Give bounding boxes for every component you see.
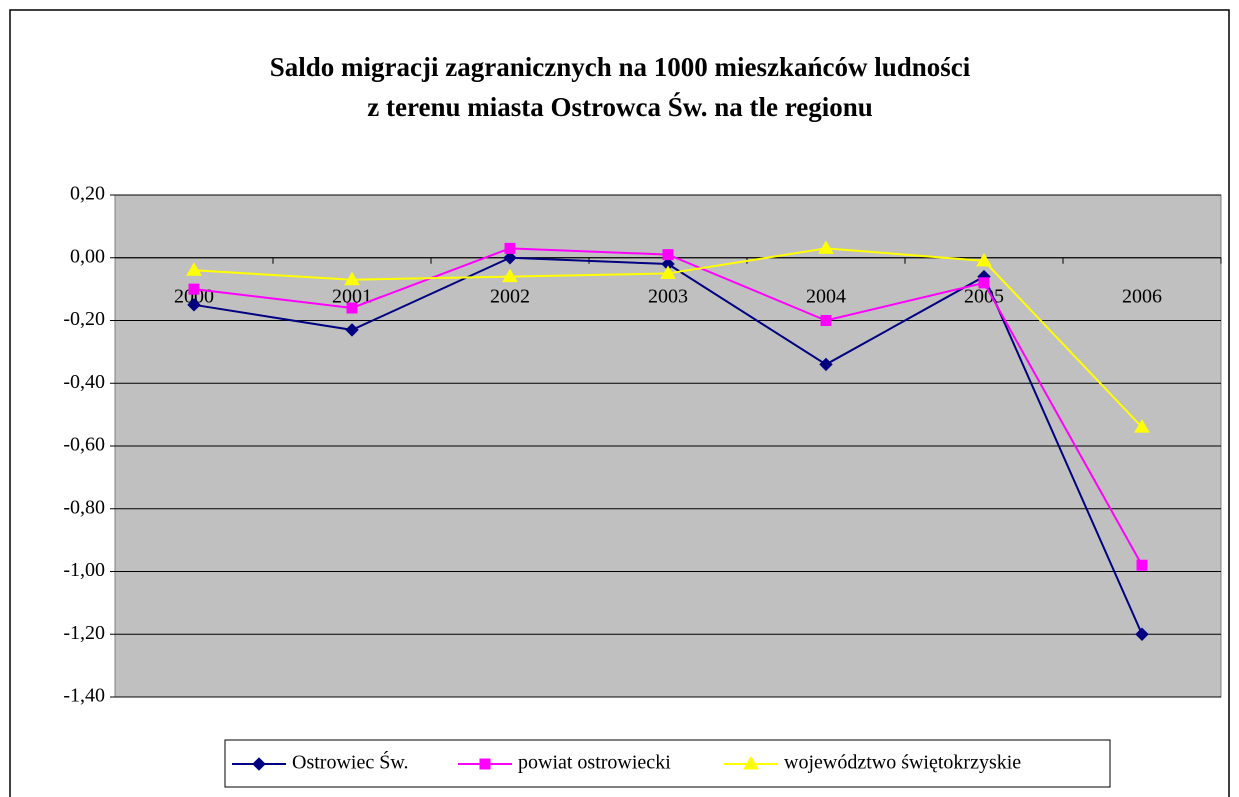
series-marker (819, 357, 833, 372)
y-tick-label: -0,60 (63, 434, 105, 456)
y-tick-label: 0,20 (70, 183, 105, 205)
y-tick-label: -1,00 (63, 559, 105, 581)
series-marker (978, 277, 990, 289)
series-marker (1136, 559, 1148, 571)
legend-marker (743, 756, 759, 770)
chart-title: z terenu miasta Ostrowca Św. na tle regi… (367, 92, 872, 122)
series-marker (186, 262, 202, 276)
chart-border (9, 9, 1230, 797)
series-marker (1134, 419, 1150, 433)
x-tick-label: 2004 (806, 285, 846, 307)
y-tick-label: 0,00 (70, 245, 105, 267)
series-marker (662, 249, 674, 261)
series-marker (346, 302, 358, 314)
series-marker (820, 315, 832, 326)
series-marker (504, 242, 516, 254)
series-marker (1135, 627, 1149, 641)
legend-marker (252, 757, 266, 771)
chart-title: Saldo migracji zagranicznych na 1000 mie… (270, 52, 971, 82)
legend-box (224, 739, 1111, 788)
series-marker (345, 323, 359, 337)
y-tick-label: -1,40 (63, 685, 105, 707)
y-tick-label: -0,40 (63, 371, 105, 393)
x-tick-label: 2006 (1122, 285, 1162, 307)
legend-label: Ostrowiec Św. (292, 750, 408, 774)
series-marker (503, 251, 517, 265)
series-marker (187, 298, 201, 312)
series-marker (502, 268, 518, 283)
series-marker (976, 252, 992, 267)
x-tick-label: 2002 (490, 285, 530, 307)
legend-label: powiat ostrowiecki (518, 752, 671, 774)
series-marker (660, 265, 676, 279)
y-tick-label: -0,20 (63, 308, 105, 330)
x-tick-label: 2001 (332, 285, 372, 307)
legend-marker (479, 758, 491, 770)
series-marker (188, 283, 200, 295)
y-tick-label: -0,80 (63, 496, 105, 518)
series-marker (818, 240, 834, 254)
series-marker (344, 271, 360, 286)
legend-label: województwo świętokrzyskie (784, 752, 1021, 774)
x-tick-label: 2003 (648, 285, 688, 307)
y-tick-label: -1,20 (63, 622, 105, 644)
x-tick-label: 2005 (964, 285, 1004, 307)
